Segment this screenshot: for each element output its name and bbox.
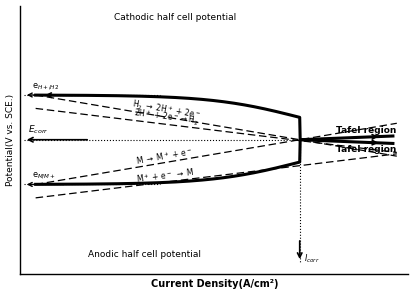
Text: M$^+$ + e$^-$ $\rightarrow$ M: M$^+$ + e$^-$ $\rightarrow$ M [135, 166, 194, 185]
Text: Anodic half cell potential: Anodic half cell potential [88, 250, 200, 259]
Y-axis label: Potential(V vs. SCE.): Potential(V vs. SCE.) [5, 94, 14, 186]
Text: Tafel region: Tafel region [336, 126, 396, 135]
Text: M $\rightarrow$ M$^+$ + e$^-$: M $\rightarrow$ M$^+$ + e$^-$ [135, 146, 193, 167]
Text: Tafel region: Tafel region [336, 145, 396, 154]
Text: e$_{M/M+}$: e$_{M/M+}$ [32, 171, 55, 181]
Text: 2H$^+$ + 2e$^-$$\rightarrow$H$_2$: 2H$^+$ + 2e$^-$$\rightarrow$H$_2$ [132, 107, 198, 128]
Text: Cathodic half cell potential: Cathodic half cell potential [114, 13, 236, 22]
Text: e$_{H+/H2}$: e$_{H+/H2}$ [32, 81, 59, 92]
Text: I$_{corr}$: I$_{corr}$ [303, 253, 319, 265]
Text: H$_2$ $\rightarrow$ 2H$^+$ + 2e$^-$: H$_2$ $\rightarrow$ 2H$^+$ + 2e$^-$ [131, 98, 201, 123]
X-axis label: Current Density(A/cm²): Current Density(A/cm²) [150, 279, 278, 289]
Text: E$_{corr}$: E$_{corr}$ [28, 124, 48, 136]
